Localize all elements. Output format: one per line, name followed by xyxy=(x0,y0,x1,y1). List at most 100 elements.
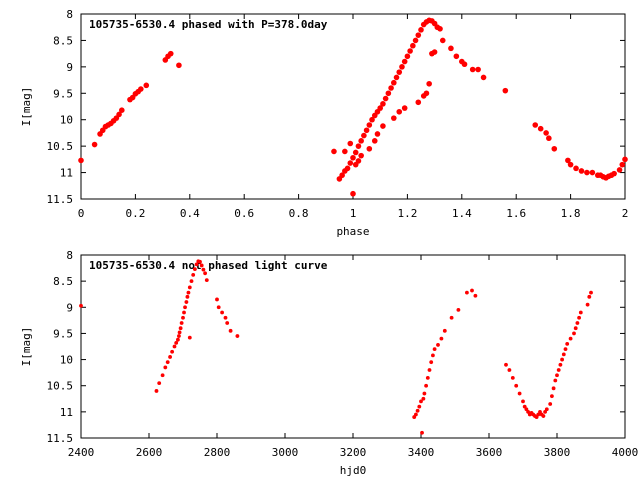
x-tick-label: 2600 xyxy=(136,446,163,459)
data-point xyxy=(143,82,150,89)
y-tick-label: 11 xyxy=(60,406,73,419)
data-point xyxy=(339,172,345,179)
x-tick-label: 3200 xyxy=(340,446,367,459)
data-point xyxy=(393,74,400,81)
data-point xyxy=(514,383,519,388)
data-point xyxy=(461,61,468,68)
data-point xyxy=(193,267,197,272)
data-point xyxy=(404,53,411,60)
data-point xyxy=(429,360,434,365)
data-point xyxy=(374,131,381,137)
data-point xyxy=(565,157,571,164)
data-point xyxy=(619,161,626,168)
data-point xyxy=(415,99,422,106)
data-point xyxy=(382,95,389,102)
data-point xyxy=(116,111,122,118)
x-tick-label: 3400 xyxy=(408,446,435,459)
data-point xyxy=(350,154,356,161)
data-point xyxy=(363,127,370,134)
data-point xyxy=(578,168,585,174)
data-point xyxy=(480,74,487,81)
data-point xyxy=(521,399,525,404)
data-point xyxy=(350,190,356,197)
x-tick-label: 2 xyxy=(622,207,629,220)
data-point xyxy=(439,336,444,341)
data-point xyxy=(475,66,481,73)
data-point xyxy=(517,391,522,396)
data-point xyxy=(355,158,362,164)
x-tick-label: 3600 xyxy=(476,446,503,459)
data-point xyxy=(585,302,590,307)
y-tick-label: 9.5 xyxy=(53,327,73,340)
data-point xyxy=(436,343,440,347)
data-point xyxy=(427,368,432,372)
data-point xyxy=(177,330,182,335)
y-tick-label: 10.5 xyxy=(47,380,74,393)
data-point xyxy=(182,310,186,315)
data-point xyxy=(235,334,240,338)
data-point xyxy=(78,157,84,164)
data-point xyxy=(385,90,392,97)
data-point xyxy=(561,352,566,357)
data-point xyxy=(201,267,206,272)
data-point xyxy=(415,32,422,38)
data-point xyxy=(168,355,172,359)
data-point xyxy=(215,297,219,302)
data-point xyxy=(223,315,228,320)
data-point xyxy=(331,148,337,155)
data-point xyxy=(347,140,354,147)
x-tick-label: 1.8 xyxy=(561,207,581,220)
data-point xyxy=(589,290,593,295)
data-point xyxy=(587,294,592,299)
x-tick-label: 2800 xyxy=(204,446,231,459)
data-point xyxy=(119,107,125,113)
data-point xyxy=(163,365,168,370)
y-tick-label: 11 xyxy=(60,167,73,180)
data-point xyxy=(577,315,581,320)
data-point xyxy=(414,412,418,417)
data-point xyxy=(185,294,190,299)
data-point xyxy=(415,408,420,413)
x-tick-label: 3000 xyxy=(272,446,299,459)
data-point xyxy=(198,259,202,264)
data-point xyxy=(565,341,570,346)
data-point xyxy=(421,396,426,401)
data-point xyxy=(424,383,428,388)
data-point xyxy=(399,64,405,70)
data-point xyxy=(366,145,373,152)
data-point xyxy=(548,402,553,406)
data-point xyxy=(589,169,596,176)
data-point xyxy=(157,381,162,385)
data-point xyxy=(504,362,508,367)
data-point xyxy=(377,105,384,111)
data-point xyxy=(456,308,461,312)
data-point xyxy=(532,122,539,128)
data-point xyxy=(342,148,348,155)
x-tick-label: 0 xyxy=(78,207,85,220)
data-point xyxy=(418,27,424,33)
data-point xyxy=(431,353,435,358)
x-tick-label: 2400 xyxy=(68,446,95,459)
data-point xyxy=(220,310,225,315)
data-point xyxy=(431,49,438,55)
data-point xyxy=(568,336,573,341)
x-axis-label: phase xyxy=(336,225,369,238)
data-point xyxy=(420,430,424,435)
data-point xyxy=(204,278,209,282)
data-point xyxy=(187,285,192,290)
y-tick-label: 10.5 xyxy=(47,140,74,153)
data-point xyxy=(541,414,546,418)
data-point xyxy=(361,132,367,139)
data-point xyxy=(546,135,552,142)
data-point xyxy=(388,85,394,91)
data-point xyxy=(553,378,558,383)
y-tick-label: 9 xyxy=(66,301,73,314)
data-point xyxy=(437,26,443,32)
data-point xyxy=(165,360,170,365)
data-point xyxy=(432,347,437,352)
data-point xyxy=(187,335,192,340)
data-point xyxy=(558,362,563,367)
data-point xyxy=(396,108,403,115)
data-point xyxy=(439,37,446,44)
